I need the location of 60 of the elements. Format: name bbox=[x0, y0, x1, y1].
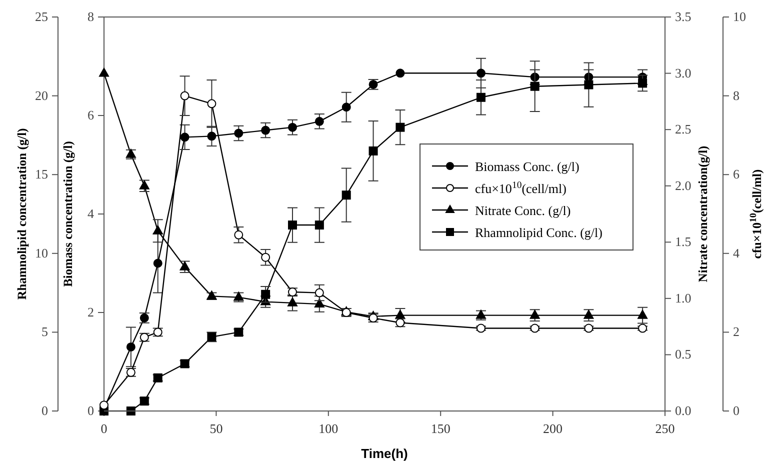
y-tick-label: 4 bbox=[733, 245, 740, 260]
point bbox=[314, 298, 324, 308]
y-tick-label: 2 bbox=[88, 304, 94, 320]
point bbox=[180, 91, 190, 100]
y-tick-label: 8 bbox=[88, 9, 94, 24]
y3-tick-label: 5 bbox=[42, 324, 48, 340]
y3-tick-label: 15 bbox=[35, 166, 48, 182]
y3-tick-label: 20 bbox=[35, 88, 48, 103]
point bbox=[99, 68, 109, 77]
y-tick-label: 0 bbox=[88, 403, 94, 418]
y3-tick-label: 25 bbox=[35, 9, 48, 24]
y2-tick-label: 2.0 bbox=[675, 178, 692, 193]
y-axis-title: Biomass concentration (g/l) bbox=[61, 141, 75, 287]
y-tick-label: 6 bbox=[733, 166, 740, 182]
x-tick-label: 100 bbox=[318, 421, 338, 436]
point bbox=[314, 220, 324, 230]
y2-axis-title: Nitrate concentration(g/l) bbox=[696, 146, 710, 282]
point bbox=[584, 310, 594, 319]
point bbox=[476, 92, 486, 102]
point bbox=[152, 225, 163, 234]
y-tick-label: 4 bbox=[88, 206, 94, 221]
x-axis-title: Time(h) bbox=[361, 446, 408, 461]
y2-tick-label: 3.5 bbox=[675, 9, 692, 24]
y2-tick-label: 3.0 bbox=[675, 65, 692, 80]
y2-tick-label: 1.0 bbox=[675, 290, 692, 306]
point bbox=[139, 180, 150, 190]
point bbox=[207, 99, 216, 108]
y-tick-label: 2 bbox=[733, 324, 740, 340]
y-tick-label: 8 bbox=[733, 88, 740, 103]
point bbox=[368, 146, 378, 156]
y3-tick-label: 0 bbox=[42, 403, 48, 418]
point bbox=[342, 190, 351, 200]
y2-tick-label: 0.5 bbox=[675, 346, 692, 362]
y3-tick-label: 10 bbox=[35, 245, 48, 260]
point bbox=[530, 82, 540, 91]
point bbox=[126, 406, 136, 416]
y2-tick-label: 1.5 bbox=[675, 234, 692, 250]
point bbox=[287, 297, 298, 306]
y-tick-label: 0 bbox=[733, 403, 740, 418]
y2-tick-label: 2.5 bbox=[675, 122, 692, 137]
y3-axis-title: Rhamnolipid concentration (g/l) bbox=[15, 128, 29, 300]
point bbox=[638, 310, 648, 319]
y2-tick-label: 0.0 bbox=[675, 403, 692, 418]
legend-label: Biomass Conc. (g/l) bbox=[475, 159, 580, 174]
point bbox=[180, 261, 190, 270]
x-tick-label: 50 bbox=[210, 421, 223, 436]
legend-label: Nitrate Conc. (g/l) bbox=[475, 203, 571, 218]
legend-label: cfu×10$^{10}$(cell/ml) bbox=[475, 180, 566, 196]
legend-label: Rhamnolipid Conc. (g/l) bbox=[475, 225, 602, 240]
y-tick-label: 6 bbox=[88, 108, 94, 122]
y-tick-label: 10 bbox=[733, 9, 746, 24]
x-tick-label: 0 bbox=[100, 421, 108, 436]
point bbox=[395, 310, 406, 319]
point bbox=[288, 220, 297, 230]
point bbox=[396, 122, 405, 132]
x-tick-label: 200 bbox=[543, 421, 563, 436]
point bbox=[584, 80, 594, 90]
point bbox=[530, 310, 540, 319]
x-tick-label: 150 bbox=[430, 421, 450, 436]
x-tick-label: 250 bbox=[655, 421, 675, 436]
